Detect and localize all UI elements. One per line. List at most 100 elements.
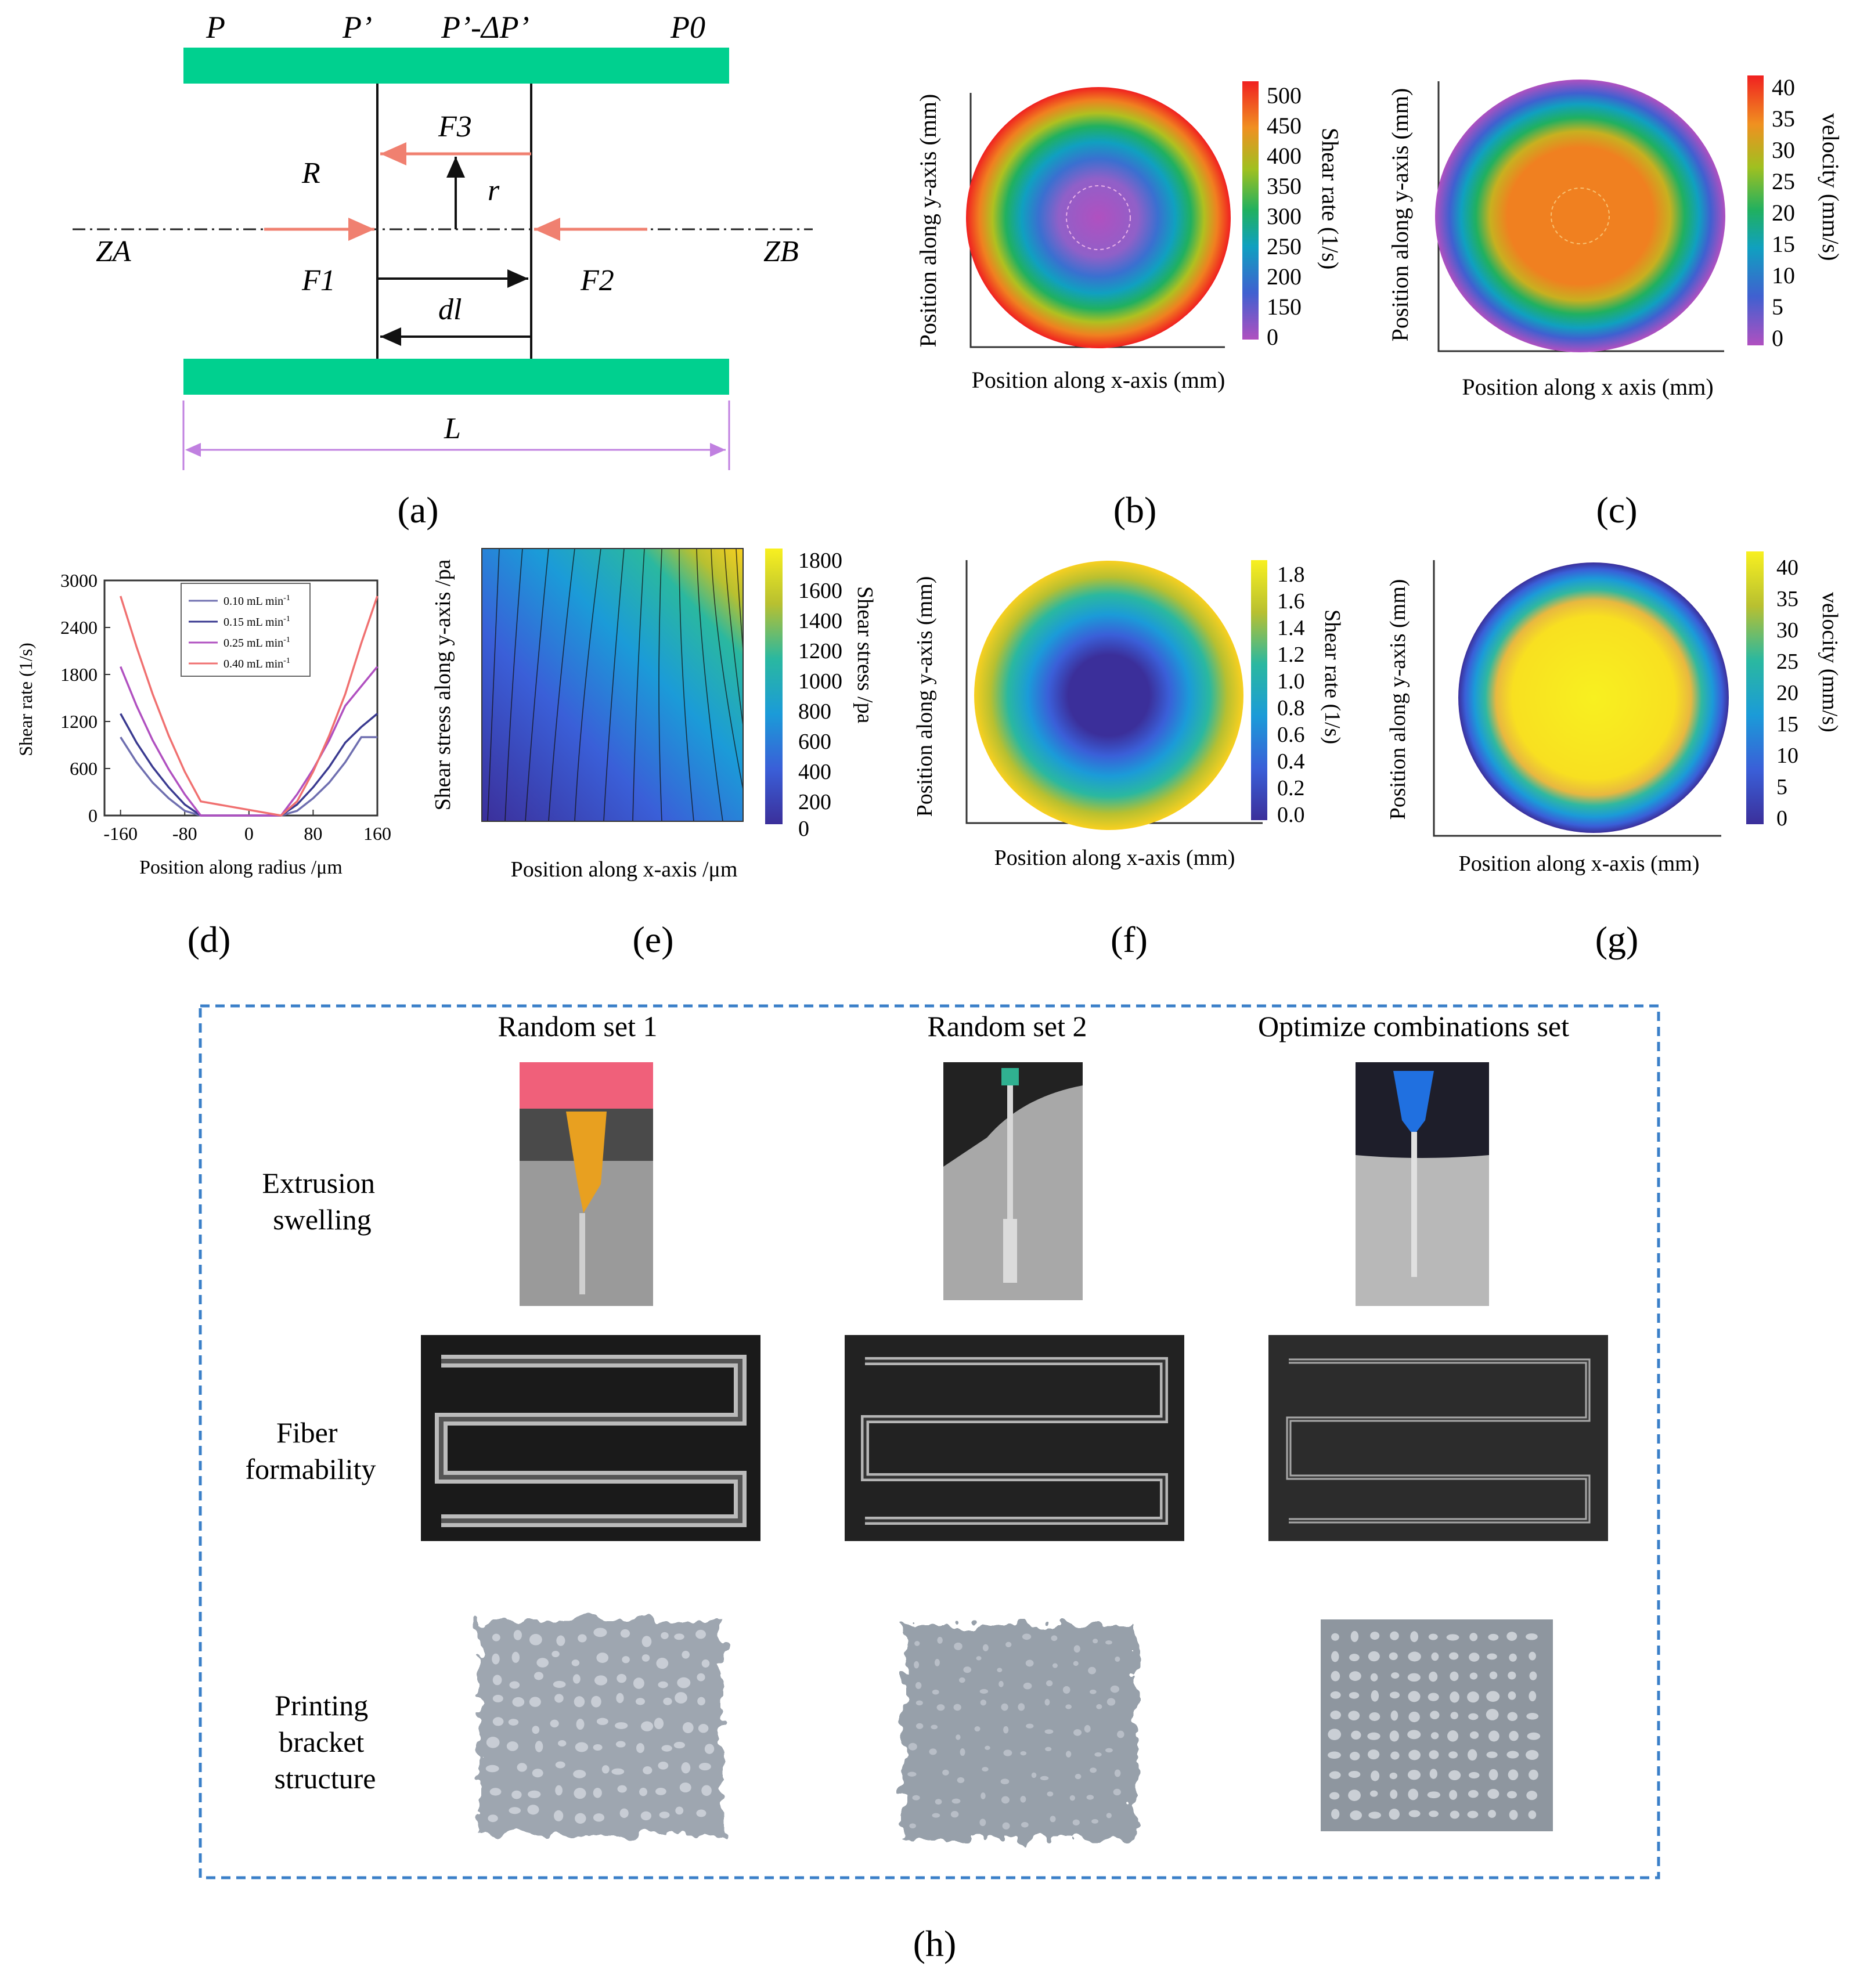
dl-label: dl xyxy=(438,293,462,326)
fiber-photo-random-set-2 xyxy=(845,1335,1184,1541)
c-tick: 5 xyxy=(1772,294,1783,320)
d-series-line xyxy=(119,596,379,817)
d-x-tick-label: -80 xyxy=(172,823,197,844)
extrusion-photo-random-set-1 xyxy=(520,1062,653,1306)
g-tick: 35 xyxy=(1776,587,1798,611)
b-tick: 350 xyxy=(1267,173,1302,199)
panel-f: 1.8 1.6 1.4 1.2 1.0 0.8 0.6 0.4 0.2 0.0 … xyxy=(913,560,1344,870)
f2-label: F2 xyxy=(580,264,614,297)
g-tick: 30 xyxy=(1776,618,1798,643)
c-velocity-disk xyxy=(1435,80,1725,352)
c-tick: 40 xyxy=(1772,74,1795,100)
c-colorbar-ticks: 40 35 30 25 20 15 10 5 0 xyxy=(1772,74,1795,351)
b-tick: 250 xyxy=(1267,233,1302,259)
g-axes xyxy=(1433,560,1721,837)
e-tick: 600 xyxy=(798,730,831,754)
f-tick: 1.0 xyxy=(1277,669,1305,694)
c-tick: 15 xyxy=(1772,231,1795,257)
c-tick: 30 xyxy=(1772,137,1795,163)
panel-a: P P’ P’-ΔP’ P0 F3 r R ZA ZB F1 F2 dl L xyxy=(73,10,813,470)
c-x-axis-label: Position along x axis (mm) xyxy=(1462,374,1713,400)
d-series-line xyxy=(120,713,379,817)
d-x-axis-label: Position along radius /μm xyxy=(139,857,343,878)
c-y-axis-label: Position along y-axis (mm) xyxy=(1387,88,1413,342)
b-colorbar xyxy=(1242,81,1259,340)
d-x-tick-label: 80 xyxy=(304,823,322,844)
f-colorbar-ticks: 1.8 1.6 1.4 1.2 1.0 0.8 0.6 0.4 0.2 0.0 xyxy=(1277,562,1305,827)
d-y-tick-label: 3000 xyxy=(60,570,98,591)
d-y-ticks: 0 600 1200 1800 2400 3000 xyxy=(60,570,110,826)
caption-g: (g) xyxy=(1595,919,1639,960)
c-colorbar-label: velocity (mm/s) xyxy=(1818,113,1844,261)
h-column-header: Random set 2 xyxy=(928,1010,1087,1042)
g-tick: 0 xyxy=(1776,806,1787,831)
fiber-photo-random-set-1 xyxy=(421,1335,760,1541)
h-dashed-frame xyxy=(199,1004,1660,1879)
f-tick: 0.0 xyxy=(1277,803,1305,827)
caption-e: (e) xyxy=(632,919,673,960)
g-tick: 5 xyxy=(1776,775,1787,799)
caption-a: (a) xyxy=(397,489,438,531)
pressure-label-p-delta: P’-ΔP’ xyxy=(441,10,529,45)
g-tick: 20 xyxy=(1776,681,1798,705)
pressure-label-p0: P0 xyxy=(670,10,705,45)
d-y-tick-label: 600 xyxy=(70,758,98,779)
d-y-axis-label: Shear rate (1/s) xyxy=(15,643,36,756)
b-tick: 300 xyxy=(1267,203,1302,229)
d-x-tick-label: 160 xyxy=(363,823,391,844)
f-tick: 0.2 xyxy=(1277,776,1305,800)
caption-f: (f) xyxy=(1111,919,1148,960)
b-shear-rate-disk xyxy=(966,87,1231,348)
e-tick: 800 xyxy=(798,699,831,724)
g-velocity-disk xyxy=(1458,562,1729,833)
b-tick: 500 xyxy=(1267,82,1302,109)
e-contour-lines xyxy=(487,548,744,822)
f-colorbar xyxy=(1251,560,1267,820)
c-tick: 20 xyxy=(1772,200,1795,226)
g-colorbar xyxy=(1746,551,1764,824)
e-tick: 1200 xyxy=(798,639,842,663)
e-y-axis-label: Shear stress along y-axis /pa xyxy=(431,560,455,811)
panel-e: 1800 1600 1400 1200 1000 800 600 400 200… xyxy=(431,548,877,882)
e-x-axis-label: Position along x-axis /μm xyxy=(511,857,738,882)
d-legend-label: 0.40 mL min-1 xyxy=(224,656,290,670)
f-tick: 0.6 xyxy=(1277,723,1305,747)
f-tick: 1.4 xyxy=(1277,616,1305,640)
f-colorbar-label: Shear rate (1/s) xyxy=(1320,609,1344,744)
panel-b: 500 450 400 350 300 250 200 150 0 Shear … xyxy=(915,81,1343,393)
h-row-label: Printing bracket structure xyxy=(275,1689,376,1795)
b-colorbar-ticks: 500 450 400 350 300 250 200 150 0 xyxy=(1267,82,1302,350)
b-x-axis-label: Position along x-axis (mm) xyxy=(972,367,1225,393)
d-y-tick-label: 0 xyxy=(88,805,98,826)
scaffold-photo-random-set-2 xyxy=(903,1625,1135,1840)
c-colorbar xyxy=(1747,75,1764,345)
b-center-marker xyxy=(1066,185,1131,250)
d-x-ticks: -160 -80 0 80 160 xyxy=(103,810,391,844)
d-x-tick-label: 0 xyxy=(244,823,254,844)
l-label: L xyxy=(444,412,461,445)
f-tick: 0.8 xyxy=(1277,696,1305,720)
e-tick: 0 xyxy=(798,817,809,841)
b-tick: 450 xyxy=(1267,113,1302,139)
e-tick: 1600 xyxy=(798,579,842,603)
c-tick: 35 xyxy=(1772,106,1795,132)
r-small-label: r xyxy=(488,174,500,207)
f-y-axis-label: Position along y-axis (mm) xyxy=(913,576,937,817)
d-legend-box xyxy=(181,583,311,677)
extrusion-photo-optimized-set xyxy=(1356,1062,1489,1306)
b-tick: 200 xyxy=(1267,264,1302,290)
f3-label: F3 xyxy=(438,110,472,143)
r-large-label: R xyxy=(301,157,320,190)
g-tick: 10 xyxy=(1776,744,1798,768)
za-label: ZA xyxy=(96,235,131,268)
d-legend-label: 0.15 mL min-1 xyxy=(224,615,290,629)
scaffold-photo-optimized-set xyxy=(1321,1619,1553,1831)
d-legend: 0.10 mL min-1 0.15 mL min-1 0.25 mL min-1 0… xyxy=(181,583,311,677)
f-shear-rate-disk xyxy=(974,561,1243,830)
d-x-tick-label: -160 xyxy=(103,823,138,844)
caption-d: (d) xyxy=(188,919,231,960)
caption-h: (h) xyxy=(913,1923,957,1964)
e-colorbar-ticks: 1800 1600 1400 1200 1000 800 600 400 200… xyxy=(798,549,842,841)
f-tick: 1.8 xyxy=(1277,562,1305,587)
